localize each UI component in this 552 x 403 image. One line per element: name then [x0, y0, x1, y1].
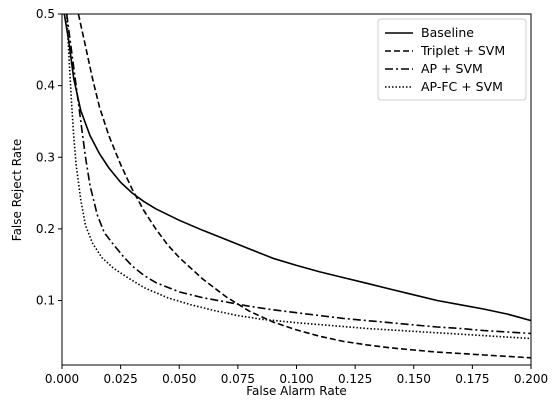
y-tick-label: 0.1	[36, 294, 55, 308]
legend-label-2: Triplet + SVM	[420, 43, 505, 58]
x-tick-label: 0.075	[221, 372, 255, 386]
x-axis-label: False Alarm Rate	[246, 384, 347, 398]
x-tick-label: 0.125	[338, 372, 372, 386]
y-tick-label: 0.4	[36, 79, 55, 93]
y-tick-label: 0.2	[36, 222, 55, 236]
x-tick-label: 0.025	[103, 372, 137, 386]
series-line-4	[65, 14, 531, 340]
series-line-1	[63, 14, 531, 322]
x-tick-label: 0.100	[279, 372, 313, 386]
legend-label-1: Baseline	[421, 25, 474, 40]
y-axis: 0.1 0.2 0.3 0.4 0.5	[36, 7, 62, 308]
legend: Baseline Triplet + SVM AP + SVM AP-FC + SVM	[377, 18, 527, 101]
x-tick-label: 0.000	[45, 372, 79, 386]
y-tick-label: 0.5	[36, 7, 55, 21]
series-line-3	[65, 14, 531, 335]
x-tick-label: 0.050	[162, 372, 196, 386]
x-tick-label: 0.200	[514, 372, 548, 386]
legend-label-3: AP + SVM	[421, 61, 483, 76]
x-tick-label: 0.175	[455, 372, 489, 386]
y-axis-label: False Reject Rate	[10, 139, 24, 241]
x-tick-label: 0.150	[397, 372, 431, 386]
legend-label-4: AP-FC + SVM	[421, 79, 503, 94]
series-layer	[63, 14, 531, 359]
y-tick-label: 0.3	[36, 150, 55, 164]
x-axis: 0.000 0.025 0.050 0.075 0.100 0.125 0.150 0.175…	[45, 365, 548, 386]
legend-frame	[377, 18, 527, 101]
